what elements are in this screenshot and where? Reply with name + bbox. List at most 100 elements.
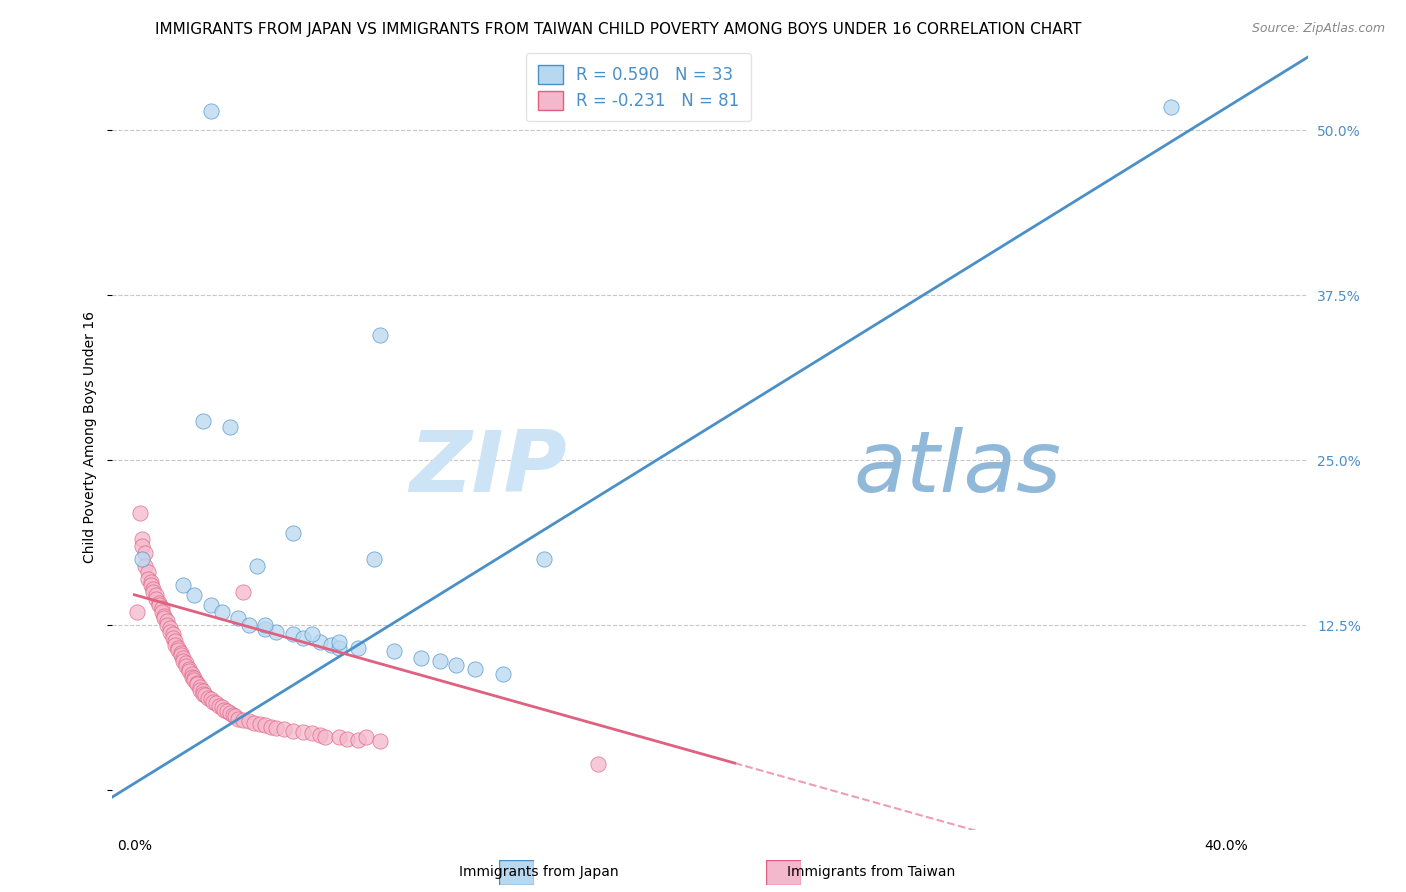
Text: Immigrants from Japan: Immigrants from Japan bbox=[458, 865, 619, 880]
Point bbox=[156, 618, 179, 632]
Point bbox=[183, 673, 205, 688]
Point bbox=[363, 552, 385, 566]
Point bbox=[191, 414, 214, 428]
Point bbox=[533, 552, 555, 566]
Point bbox=[243, 715, 266, 730]
Point bbox=[382, 644, 405, 658]
Point bbox=[314, 730, 336, 744]
Point bbox=[218, 420, 240, 434]
Point bbox=[148, 599, 170, 613]
Point bbox=[226, 712, 249, 726]
Point bbox=[186, 677, 208, 691]
Point bbox=[254, 618, 277, 632]
Point bbox=[292, 725, 315, 739]
Point bbox=[211, 605, 233, 619]
Point bbox=[218, 706, 240, 721]
Point bbox=[1160, 100, 1182, 114]
Point bbox=[264, 721, 287, 735]
Point bbox=[172, 578, 194, 592]
Point bbox=[159, 621, 181, 635]
Point bbox=[167, 640, 190, 655]
Point bbox=[174, 657, 197, 671]
Point bbox=[202, 695, 225, 709]
Point bbox=[188, 680, 211, 694]
Point bbox=[249, 717, 271, 731]
Point bbox=[264, 624, 287, 639]
Point bbox=[170, 648, 193, 663]
Point bbox=[336, 731, 359, 746]
Point bbox=[200, 103, 222, 118]
Point bbox=[156, 614, 179, 628]
Point bbox=[319, 638, 342, 652]
Point bbox=[281, 723, 304, 738]
Point bbox=[172, 651, 194, 665]
Point bbox=[200, 692, 222, 706]
Point bbox=[238, 714, 260, 729]
Point bbox=[153, 611, 176, 625]
Point bbox=[281, 525, 304, 540]
Point bbox=[446, 657, 468, 672]
Text: Source: ZipAtlas.com: Source: ZipAtlas.com bbox=[1251, 22, 1385, 36]
Point bbox=[177, 662, 200, 676]
Point bbox=[214, 702, 236, 716]
Point bbox=[131, 539, 153, 553]
Point bbox=[232, 585, 254, 599]
Text: IMMIGRANTS FROM JAPAN VS IMMIGRANTS FROM TAIWAN CHILD POVERTY AMONG BOYS UNDER 1: IMMIGRANTS FROM JAPAN VS IMMIGRANTS FROM… bbox=[156, 22, 1081, 37]
Point bbox=[139, 578, 162, 592]
Point bbox=[308, 635, 330, 649]
Point bbox=[368, 734, 391, 748]
Point bbox=[254, 718, 277, 732]
Point bbox=[134, 545, 156, 559]
Point bbox=[142, 582, 165, 597]
Point bbox=[165, 638, 187, 652]
Point bbox=[165, 634, 187, 648]
Point bbox=[136, 572, 159, 586]
Point bbox=[208, 698, 231, 713]
Point bbox=[128, 506, 150, 520]
Point bbox=[586, 756, 609, 771]
Point bbox=[301, 726, 323, 740]
Point bbox=[191, 684, 214, 698]
Point bbox=[328, 640, 350, 655]
Text: Immigrants from Taiwan: Immigrants from Taiwan bbox=[787, 865, 956, 880]
Point bbox=[368, 327, 391, 342]
Point bbox=[145, 591, 167, 606]
Point bbox=[254, 622, 277, 636]
Point bbox=[139, 574, 162, 589]
Point bbox=[246, 558, 269, 573]
Point bbox=[142, 585, 165, 599]
Point bbox=[148, 596, 170, 610]
Point bbox=[492, 666, 515, 681]
Point bbox=[301, 627, 323, 641]
Point bbox=[162, 632, 184, 646]
Point bbox=[224, 709, 246, 723]
Point bbox=[347, 732, 370, 747]
Point bbox=[238, 618, 260, 632]
Point bbox=[131, 552, 153, 566]
Point bbox=[194, 688, 217, 702]
Point bbox=[191, 687, 214, 701]
Text: ZIP: ZIP bbox=[409, 427, 567, 510]
Point bbox=[167, 643, 190, 657]
Point bbox=[292, 632, 315, 646]
Point bbox=[125, 605, 148, 619]
Point bbox=[170, 646, 193, 660]
Point bbox=[221, 707, 243, 722]
Point bbox=[273, 723, 295, 737]
Point bbox=[174, 659, 197, 673]
Point bbox=[328, 635, 350, 649]
Point bbox=[177, 665, 200, 679]
Point bbox=[145, 588, 167, 602]
Point bbox=[232, 713, 254, 727]
Point bbox=[183, 588, 205, 602]
Point bbox=[153, 608, 176, 623]
Legend: R = 0.590   N = 33, R = -0.231   N = 81: R = 0.590 N = 33, R = -0.231 N = 81 bbox=[526, 53, 751, 121]
Point bbox=[186, 676, 208, 690]
Point bbox=[217, 704, 239, 718]
Point bbox=[150, 605, 173, 619]
Point bbox=[429, 654, 451, 668]
Point bbox=[183, 671, 205, 685]
Point bbox=[197, 690, 219, 705]
Point bbox=[328, 730, 350, 744]
Point bbox=[159, 624, 181, 639]
